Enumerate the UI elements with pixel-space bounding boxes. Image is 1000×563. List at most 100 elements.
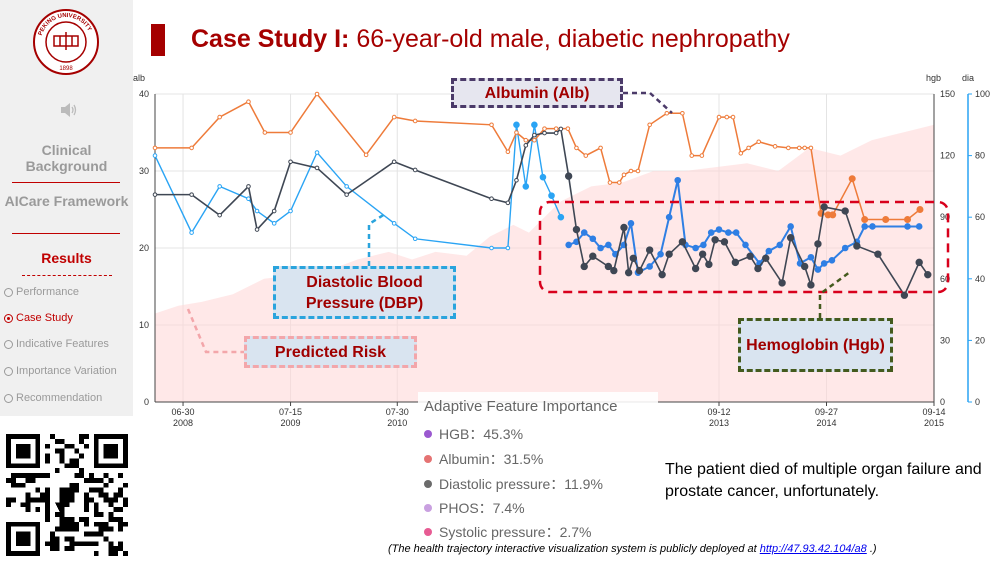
dbp-point (715, 226, 723, 233)
hgb-point (720, 238, 729, 246)
albumin-point (680, 110, 685, 116)
qr-module (54, 438, 60, 444)
qr-module (113, 516, 119, 522)
dbp-callout: Diastolic Blood Pressure (DBP) (273, 266, 456, 319)
predicted-risk-callout: Predicted Risk (244, 336, 417, 368)
legend-item-hgb[interactable]: HGB：45.3% (424, 424, 523, 444)
nav-item-case-study[interactable]: Case Study (4, 312, 73, 324)
qr-module (98, 512, 104, 517)
qr-module (123, 497, 128, 503)
albumin-point (514, 130, 519, 135)
chart-annotations (186, 91, 950, 354)
legend-dot-icon (424, 455, 432, 463)
qr-module (79, 468, 85, 474)
x-tick-year: 2008 (173, 418, 193, 428)
dbp-point (665, 213, 673, 221)
qr-module (45, 487, 50, 493)
albumin-point (391, 114, 397, 120)
legend-item-systolic[interactable]: Systolic pressure：2.7% (424, 522, 592, 542)
hgb-point (705, 260, 713, 269)
qr-module (54, 546, 60, 552)
qr-module (74, 473, 80, 478)
qr-module (69, 536, 75, 542)
dbp-point (580, 229, 588, 236)
nav-item-recommendation[interactable]: Recommendation (4, 392, 102, 404)
legend-item-diastolic[interactable]: Diastolic pressure：11.9% (424, 474, 603, 494)
qr-module (98, 492, 104, 498)
albumin-point (583, 153, 589, 158)
hgb-tick-label: 150 (940, 89, 955, 99)
dbp-point (605, 241, 612, 249)
qr-module (64, 546, 70, 552)
qr-module (108, 526, 114, 532)
qr-module (88, 487, 94, 493)
legend-dot-icon (424, 528, 432, 536)
qr-module (69, 521, 75, 527)
nav-section-results[interactable]: Results (41, 250, 92, 266)
hgb-point (572, 225, 581, 234)
albumin-point (489, 122, 494, 128)
nav-item-performance[interactable]: Performance (4, 286, 79, 298)
left-tick-label: 30 (139, 166, 149, 176)
deployment-link[interactable]: http://47.93.42.104/a8 (759, 543, 867, 555)
albumin-point (628, 168, 634, 174)
albumin-point (756, 139, 762, 145)
legend-item-phos[interactable]: PHOS：7.4% (424, 498, 525, 518)
qr-module (108, 477, 114, 483)
nav-section-clinical-background[interactable]: Clinical Background (25, 142, 108, 174)
hgb-point (658, 270, 666, 279)
qr-module (74, 526, 80, 532)
qr-module (113, 497, 119, 503)
hgb-point (271, 208, 277, 214)
qr-module (74, 521, 80, 527)
qr-module (25, 497, 31, 503)
hgb-point (762, 254, 770, 262)
nav-item-indicative-features[interactable]: Indicative Features (4, 338, 109, 350)
qr-module (93, 507, 99, 513)
risk-connector (186, 308, 244, 354)
dbp-point (725, 229, 732, 236)
qr-module (25, 502, 31, 508)
albumin-point (621, 172, 627, 178)
hgb-point (841, 207, 849, 215)
hgb-point (514, 177, 519, 183)
dbp-point (657, 250, 664, 258)
nav-item-importance-variation[interactable]: Importance Variation (4, 365, 117, 377)
qr-module (88, 531, 94, 537)
nav-section-aicare-framework[interactable]: AICare Framework (4, 193, 129, 209)
dbp-point (765, 247, 773, 255)
dbp-point (904, 223, 911, 230)
albumin-point (542, 126, 547, 131)
legend-item-albumin[interactable]: Albumin：31.5% (424, 449, 543, 469)
qr-module (45, 473, 50, 478)
dbp-point (700, 241, 707, 249)
qr-module (59, 438, 65, 444)
dia-axis-unit: dia (962, 73, 974, 83)
hgb-point (754, 264, 762, 273)
dbp-point (254, 208, 260, 214)
albumin-point (288, 130, 293, 135)
qr-module (88, 497, 94, 503)
qr-module (103, 482, 109, 488)
qr-module (49, 546, 55, 552)
hgb-point (814, 240, 822, 248)
x-tick-year: 2015 (924, 418, 944, 428)
hgb-tick-label: 90 (940, 212, 950, 222)
qr-module (59, 458, 65, 464)
qr-module (118, 516, 124, 522)
left-tick-label: 20 (139, 243, 149, 253)
hgb-point (778, 279, 786, 287)
albumin-point (217, 114, 222, 120)
hgb-point (553, 130, 559, 136)
dia-tick-label: 0 (975, 397, 980, 407)
qr-code[interactable] (6, 434, 128, 556)
hgb-tick-label: 30 (940, 335, 950, 345)
chart-series[interactable] (152, 91, 932, 299)
x-tick-label: 06-30 (172, 407, 195, 417)
hgb-point (604, 262, 613, 271)
hgb-point (391, 159, 397, 165)
qr-module (84, 492, 89, 498)
dbp-point (489, 245, 494, 251)
albumin-point (848, 175, 856, 183)
speaker-icon[interactable] (58, 100, 78, 120)
